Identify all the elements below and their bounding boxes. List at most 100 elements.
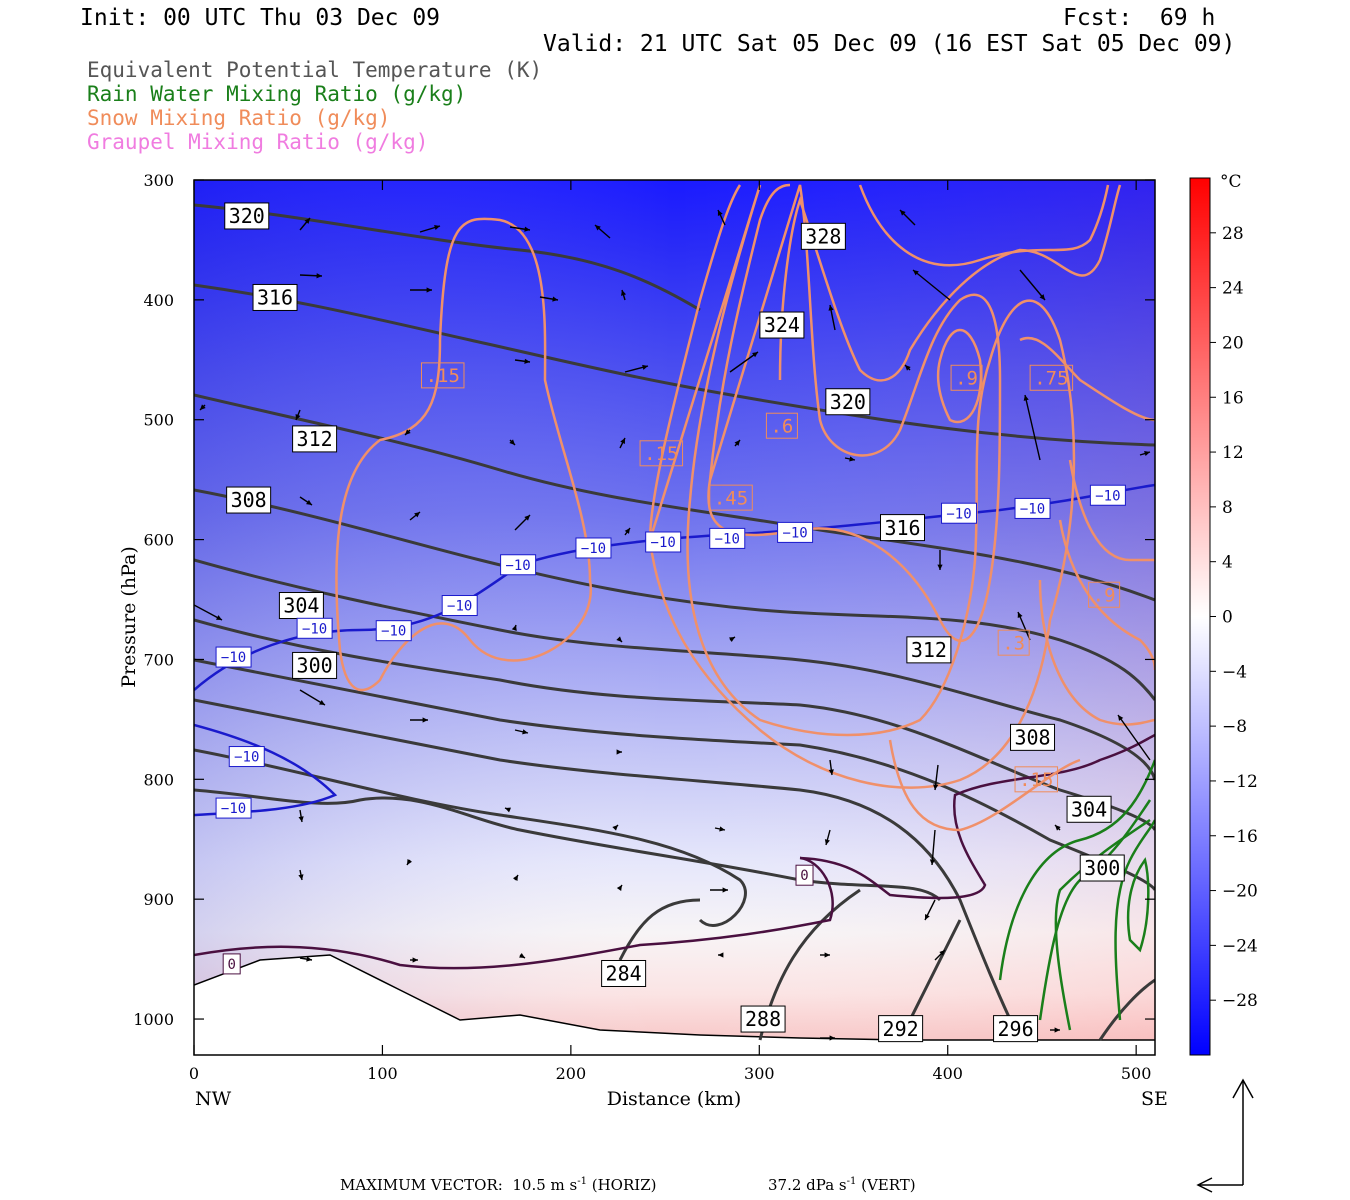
theta-e-label-text: 304: [283, 594, 319, 618]
isotherm-label-box: [215, 797, 252, 819]
wind-vector-head: [216, 615, 222, 620]
wind-vector-head: [933, 784, 939, 790]
theta-e-label-text: 320: [229, 204, 265, 228]
isotherm-label-box: [215, 646, 252, 668]
theta-e-label-text: 292: [883, 1017, 919, 1041]
isotherm-label-text: −10: [505, 558, 530, 574]
isotherm-label-text: −10: [221, 801, 246, 817]
theta-e-label-text: 316: [884, 516, 920, 540]
snow-contour: [1038, 579, 1155, 726]
isotherm-label-box: [441, 595, 478, 617]
wind-vector: [1019, 269, 1046, 301]
theta-e-label-box: [292, 651, 338, 679]
isotherm-label-text: −10: [221, 650, 246, 666]
snow-label-box: [1088, 581, 1121, 608]
isotherm-label: −10: [215, 646, 252, 668]
contour-labels: 320 316 312 308 304 300 328 324 320 316 312 308 304 3…: [215, 202, 1126, 1043]
theta-e-label-box: [1079, 854, 1125, 882]
isotherm-label: 0: [795, 864, 814, 886]
wind-vector-head: [295, 414, 301, 420]
isotherm-label: −10: [296, 617, 333, 639]
isotherm-line: [194, 733, 1155, 970]
x-end-label-right: SE: [1141, 1088, 1168, 1110]
wind-vector: [729, 351, 759, 373]
colorbar-tick-label: 0: [1222, 608, 1233, 628]
isotherm-label-box: [777, 521, 814, 543]
theta-e-label: 296: [993, 1015, 1039, 1043]
isotherm-label-text: −10: [782, 525, 807, 541]
wind-vector-head: [939, 950, 945, 956]
y-tick-label: 800: [143, 770, 174, 789]
wind-vector-head: [621, 290, 627, 296]
snow-contour: [888, 739, 1081, 832]
wind-vector-head: [717, 210, 723, 216]
snow-label-text: .9: [1093, 585, 1116, 607]
snow-label: .75: [1029, 364, 1074, 391]
theta-e-label-text: 316: [257, 286, 293, 310]
colorbar-tick-label: 20: [1222, 333, 1244, 353]
wind-vector-head: [304, 218, 310, 224]
theta-e-label-box: [601, 959, 647, 987]
isotherm-label-box: [1089, 484, 1126, 506]
snow-label: .9: [950, 364, 983, 391]
zero-isotherm: [194, 733, 1155, 970]
snow-label: .6: [765, 412, 798, 439]
theta-e-label: 292: [878, 1015, 924, 1043]
wind-vector-head: [616, 885, 622, 891]
wind-vector-head: [412, 957, 418, 963]
isotherm-label-box: [645, 531, 682, 553]
rain-contour: [1054, 818, 1151, 1031]
wind-vector: [1117, 714, 1151, 761]
snow-label-box: [1029, 364, 1074, 391]
theta-e-label: 328: [800, 222, 846, 250]
x-tick-label: 400: [932, 1064, 963, 1083]
theta-e-contours: [194, 203, 1155, 1041]
snow-label-text: .3: [1002, 633, 1025, 655]
isotherm-label-text: −10: [1095, 488, 1120, 504]
isotherm-label: −10: [228, 746, 265, 768]
snow-contour: [1068, 459, 1155, 562]
wind-vector-head: [1118, 715, 1124, 721]
isotherm-label-box: [795, 864, 814, 886]
wind-vector-head: [434, 225, 440, 231]
snow-label: .45: [709, 484, 753, 511]
wind-vector: [912, 269, 951, 301]
theta-e-label: 300: [1079, 854, 1125, 882]
wind-vector-head: [734, 440, 740, 446]
x-tick-label: 200: [556, 1064, 587, 1083]
theta-e-label: 320: [825, 388, 871, 416]
wind-vector-head: [316, 273, 322, 279]
isotherm-label: 0: [222, 953, 241, 975]
y-tick-label: 1000: [133, 1010, 174, 1029]
y-tick-label: 500: [143, 411, 174, 430]
isotherm-label: −10: [1089, 484, 1126, 506]
wind-vector-head: [719, 826, 725, 832]
theta-e-label: 300: [292, 651, 338, 679]
isotherm-label-box: [575, 537, 612, 559]
theta-e-label-text: 304: [1071, 797, 1107, 821]
wind-vector-head: [511, 625, 517, 631]
theta-e-contour: [194, 283, 1155, 447]
wind-vector-head: [829, 1035, 835, 1041]
theta-e-label-text: 284: [606, 962, 642, 986]
wind-vector-head: [718, 952, 724, 958]
snow-label-text: .75: [1034, 368, 1068, 390]
theta-e-label: 308: [226, 486, 272, 514]
x-tick-label: 100: [367, 1064, 398, 1083]
isotherm-line: [194, 483, 1155, 691]
theta-e-label-box: [740, 1005, 786, 1033]
theta-e-label: 288: [740, 1005, 786, 1033]
wind-vector-head: [900, 210, 906, 216]
theta-e-label-text: 312: [297, 427, 333, 451]
wind-vector-head: [595, 225, 601, 231]
snow-label-box: [765, 412, 798, 439]
rain-contour: [1126, 857, 1150, 953]
snow-label: .9: [1088, 581, 1121, 608]
wind-vector-head: [905, 365, 911, 371]
isotherm-label-box: [500, 554, 537, 576]
y-axis-label: Pressure (hPa): [118, 546, 140, 688]
theta-e-label-box: [825, 388, 871, 416]
theta-e-label-box: [759, 311, 805, 339]
wind-vector-head: [524, 515, 530, 521]
theta-e-label-box: [906, 636, 952, 664]
